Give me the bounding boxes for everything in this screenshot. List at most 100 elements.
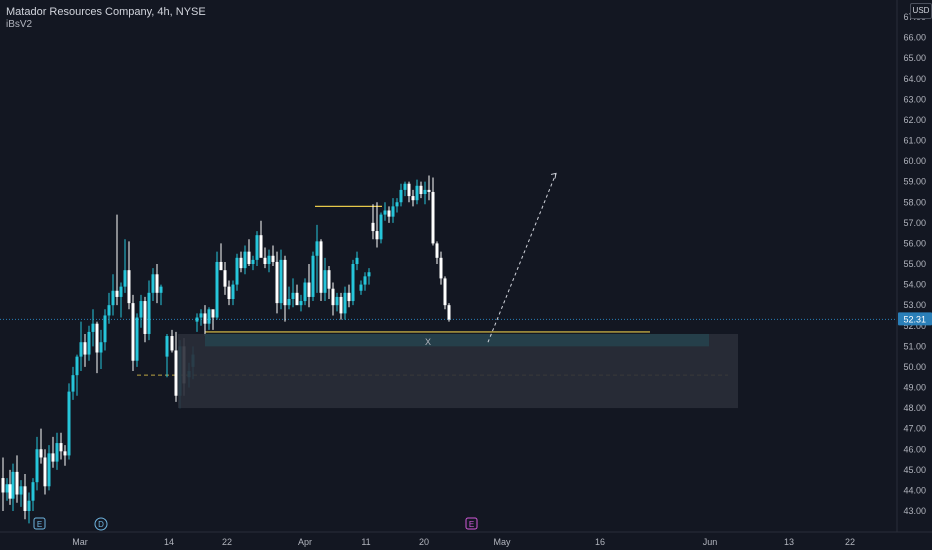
- candle-body[interactable]: [39, 449, 43, 458]
- time-tick-label[interactable]: 22: [845, 537, 855, 547]
- candle-body[interactable]: [359, 284, 363, 291]
- candle-body[interactable]: [79, 342, 83, 357]
- candle-body[interactable]: [87, 331, 91, 355]
- candle-body[interactable]: [363, 276, 367, 285]
- candle-body[interactable]: [199, 313, 203, 318]
- candle-body[interactable]: [151, 274, 155, 293]
- candle-body[interactable]: [165, 336, 169, 357]
- candle-body[interactable]: [383, 210, 387, 215]
- candle-body[interactable]: [23, 486, 27, 511]
- candle-body[interactable]: [51, 453, 55, 462]
- candle-body[interactable]: [423, 189, 427, 195]
- candle-body[interactable]: [47, 453, 51, 487]
- candle-body[interactable]: [71, 375, 75, 392]
- candle-body[interactable]: [331, 288, 335, 306]
- candle-body[interactable]: [11, 471, 15, 499]
- candle-body[interactable]: [375, 231, 379, 240]
- candle-body[interactable]: [323, 270, 327, 293]
- candle-body[interactable]: [411, 196, 415, 201]
- candle-body[interactable]: [439, 257, 443, 279]
- candle-body[interactable]: [103, 315, 107, 343]
- candle-body[interactable]: [5, 484, 9, 493]
- time-tick-label[interactable]: May: [493, 537, 511, 547]
- candle-body[interactable]: [291, 292, 295, 299]
- candle-body[interactable]: [371, 222, 375, 232]
- candle-body[interactable]: [235, 257, 239, 285]
- candle-body[interactable]: [427, 189, 431, 192]
- candle-body[interactable]: [399, 189, 403, 203]
- candle-body[interactable]: [379, 214, 383, 240]
- candle-body[interactable]: [207, 309, 211, 324]
- candle-body[interactable]: [279, 259, 283, 304]
- candle-body[interactable]: [31, 482, 35, 501]
- time-tick-label[interactable]: Jun: [703, 537, 718, 547]
- candle-body[interactable]: [27, 500, 31, 511]
- candle-body[interactable]: [203, 313, 207, 324]
- candle-body[interactable]: [119, 286, 123, 297]
- candle-body[interactable]: [115, 290, 119, 297]
- time-tick-label[interactable]: 11: [361, 537, 370, 547]
- time-tick-label[interactable]: Apr: [298, 537, 312, 547]
- candle-body[interactable]: [63, 451, 67, 456]
- candle-body[interactable]: [299, 301, 303, 306]
- currency-label[interactable]: USD: [910, 3, 932, 19]
- candle-body[interactable]: [255, 235, 259, 260]
- dividend-marker[interactable]: [94, 517, 108, 531]
- candle-body[interactable]: [43, 457, 47, 487]
- candle-body[interactable]: [155, 274, 159, 293]
- candle-body[interactable]: [111, 290, 115, 306]
- candle-body[interactable]: [75, 356, 79, 376]
- candle-body[interactable]: [395, 202, 399, 207]
- candle-body[interactable]: [1, 478, 5, 493]
- candle-body[interactable]: [99, 342, 103, 353]
- candle-body[interactable]: [403, 183, 407, 190]
- time-tick-label[interactable]: 13: [784, 537, 794, 547]
- candle-body[interactable]: [355, 257, 359, 264]
- candle-body[interactable]: [347, 292, 351, 302]
- candle-body[interactable]: [247, 251, 251, 264]
- candle-body[interactable]: [447, 305, 451, 320]
- time-tick-label[interactable]: 14: [164, 537, 174, 547]
- earnings-upcoming-marker[interactable]: E: [465, 517, 478, 530]
- candle-body[interactable]: [59, 443, 63, 452]
- last-price-tag[interactable]: [898, 312, 932, 326]
- candle-body[interactable]: [55, 443, 59, 462]
- earnings-marker[interactable]: E: [33, 517, 46, 530]
- candle-body[interactable]: [391, 206, 395, 217]
- candle-body[interactable]: [223, 270, 227, 287]
- candle-body[interactable]: [159, 286, 163, 293]
- candle-body[interactable]: [15, 471, 19, 495]
- candle-body[interactable]: [67, 391, 71, 456]
- candle-body[interactable]: [287, 298, 291, 306]
- candle-body[interactable]: [8, 484, 12, 499]
- candle-body[interactable]: [251, 259, 255, 264]
- candle-body[interactable]: [215, 261, 219, 318]
- candle-body[interactable]: [271, 255, 275, 262]
- candle-body[interactable]: [415, 185, 419, 201]
- candle-body[interactable]: [243, 251, 247, 269]
- candle-body[interactable]: [443, 278, 447, 306]
- candle-body[interactable]: [139, 301, 143, 318]
- candle-body[interactable]: [227, 286, 231, 299]
- candle-body[interactable]: [83, 342, 87, 355]
- candle-body[interactable]: [335, 296, 339, 306]
- candle-body[interactable]: [231, 284, 235, 299]
- candle-body[interactable]: [107, 305, 111, 316]
- candle-body[interactable]: [351, 264, 355, 302]
- candle-body[interactable]: [127, 270, 131, 304]
- candle-body[interactable]: [19, 486, 23, 495]
- candle-body[interactable]: [239, 257, 243, 269]
- candle-body[interactable]: [143, 301, 147, 334]
- candle-body[interactable]: [275, 261, 279, 304]
- candle-body[interactable]: [259, 235, 263, 258]
- candle-body[interactable]: [35, 449, 39, 483]
- candle-body[interactable]: [407, 183, 411, 197]
- time-tick-label[interactable]: 16: [595, 537, 605, 547]
- candle-body[interactable]: [174, 350, 178, 396]
- candle-body[interactable]: [431, 191, 435, 244]
- candle-body[interactable]: [283, 259, 287, 306]
- candle-body[interactable]: [307, 282, 311, 297]
- candle-body[interactable]: [311, 255, 315, 297]
- time-tick-label[interactable]: 20: [419, 537, 429, 547]
- candle-body[interactable]: [123, 270, 127, 287]
